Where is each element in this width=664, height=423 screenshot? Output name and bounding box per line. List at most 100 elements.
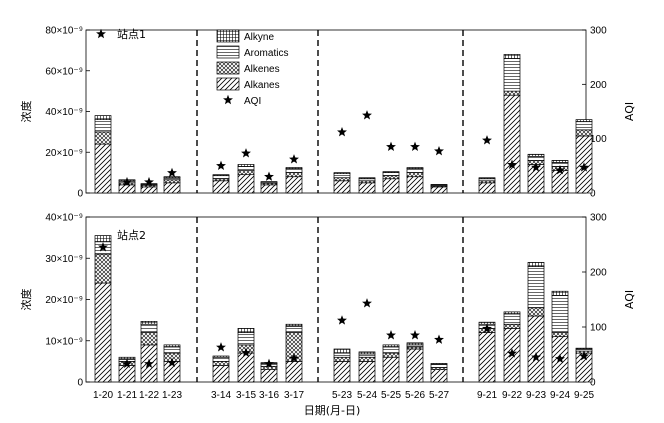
bar-segment-alkenes — [212, 361, 230, 366]
left-tick-label: 80×10⁻⁹ — [45, 26, 83, 37]
aqi-point — [555, 353, 565, 364]
bar-segment-alkyne — [575, 119, 593, 123]
bar-segment-aromatics — [382, 172, 400, 177]
x-tick-label: 5-24 — [357, 390, 377, 401]
legend-swatch-alkanes — [216, 77, 240, 91]
bar-segment-alkyne — [140, 321, 158, 325]
bar-segment-aromatics — [333, 352, 351, 358]
bar-segment-alkanes — [212, 365, 230, 383]
legend-swatch-alkenes — [216, 61, 240, 75]
bar-segment-alkyne — [503, 311, 521, 315]
right-tick-label: 0 — [590, 378, 596, 389]
bar-segment-alkyne — [503, 54, 521, 59]
bar-segment-alkenes — [503, 323, 521, 329]
bar-segment-alkanes — [260, 184, 278, 194]
bar-segment-alkanes — [406, 176, 424, 194]
legend-label: Alkanes — [244, 80, 280, 91]
bar-segment-alkanes — [333, 361, 351, 383]
bar-segment-alkyne — [575, 347, 593, 350]
x-tick-label: 3-14 — [211, 390, 231, 401]
bar-segment-alkanes — [430, 369, 448, 383]
legend-label: Aromatics — [244, 48, 288, 59]
bar-segment-alkyne — [333, 348, 351, 354]
aqi-point — [122, 358, 132, 369]
bar-segment-alkanes — [478, 182, 496, 194]
panel-1: 0 20×10⁻⁹ 40×10⁻⁹ 60×10⁻⁹ 80×10⁻⁹ 0 100 200 300 浓… — [19, 26, 636, 200]
bar-segment-alkyne — [382, 344, 400, 348]
aqi-point — [362, 110, 372, 120]
bar-segment-alkyne — [260, 181, 278, 183]
bar-segment-alkanes — [285, 176, 303, 194]
x-tick-label: 3-17 — [284, 390, 304, 401]
bar-segment-alkanes — [212, 180, 230, 194]
bar-segment-aromatics — [285, 325, 303, 333]
aqi-point — [434, 145, 444, 156]
bar-segment-alkenes — [551, 332, 569, 337]
bar-segment-aromatics — [382, 346, 400, 354]
aqi-point — [241, 148, 251, 158]
left-tick-label: 20×10⁻⁹ — [45, 148, 83, 159]
legend-label: Alkyne — [244, 32, 274, 43]
left-tick-label: 30×10⁻⁹ — [45, 254, 83, 265]
aqi-point — [507, 159, 517, 169]
aqi-point — [410, 141, 420, 152]
bar-segment-alkenes — [406, 172, 424, 178]
left-tick-label: 40×10⁻⁹ — [45, 213, 83, 224]
bar-segment-alkenes — [575, 129, 593, 137]
legend-swatch-aromatics — [216, 45, 240, 59]
right-tick-label: 0 — [590, 189, 596, 200]
x-tick-label: 1-21 — [117, 390, 137, 401]
aqi-point — [410, 330, 420, 340]
bar-segment-alkyne — [430, 184, 448, 186]
bar-segment-alkyne — [358, 351, 376, 355]
aqi-point — [144, 358, 154, 369]
bar-segment-alkyne — [478, 177, 496, 180]
bar-segment-alkyne — [285, 167, 303, 169]
aqi-point — [362, 298, 372, 308]
bar-segment-alkanes — [118, 184, 136, 194]
bar-segment-aromatics — [212, 356, 230, 362]
right-tick-label: 300 — [590, 26, 607, 37]
aqi-point — [289, 154, 299, 164]
x-tick-label: 9-25 — [574, 390, 594, 401]
bar-segment-alkyne — [285, 323, 303, 327]
x-tick-label: 5-23 — [332, 390, 352, 401]
bar-segment-aromatics — [406, 168, 424, 173]
left-tick-label: 20×10⁻⁹ — [45, 295, 83, 306]
aqi-point — [289, 353, 299, 363]
panel-2: 0 10×10⁻⁹ 20×10⁻⁹ 30×10⁻⁹ 40×10⁻⁹ 0 100 200 300 浓… — [19, 213, 636, 389]
bar-segment-alkyne — [382, 171, 400, 173]
station-label: 站点2 — [117, 228, 146, 242]
aqi-point — [264, 171, 274, 181]
bar-segment-aromatics — [140, 323, 158, 333]
bar-segment-alkenes — [333, 177, 351, 182]
aqi-point — [555, 164, 565, 175]
bar-segment-alkenes — [527, 307, 545, 317]
bar-segment-aromatics — [527, 266, 545, 309]
x-tick-label: 5-26 — [405, 390, 425, 401]
bar-segment-alkanes — [285, 361, 303, 383]
bar-segment-alkanes — [237, 352, 255, 383]
bar-segment-aromatics — [94, 119, 112, 133]
bar-segment-alkyne — [163, 176, 181, 179]
right-tick-label: 100 — [590, 323, 607, 334]
legend-label: Alkenes — [244, 64, 280, 75]
bar-segment-alkanes — [140, 186, 158, 194]
bar-segment-aromatics — [575, 121, 593, 131]
bar-segment-alkyne — [94, 235, 112, 243]
bar-segment-alkyne — [94, 115, 112, 120]
x-tick-label: 9-22 — [502, 390, 522, 401]
bar-segment-aromatics — [358, 353, 376, 358]
legend-swatch-aqi — [223, 94, 233, 105]
bar-segment-alkenes — [260, 365, 278, 370]
aqi-point — [337, 315, 347, 325]
bar-segment-alkyne — [212, 355, 230, 358]
right-axis-title: AQI — [623, 102, 636, 121]
x-tick-label: 3-16 — [259, 390, 279, 401]
aqi-point — [482, 135, 492, 145]
aqi-point — [434, 334, 444, 344]
x-tick-label: 9-23 — [526, 390, 546, 401]
bar-segment-alkyne — [551, 290, 569, 296]
bar-segment-aromatics — [551, 295, 569, 333]
